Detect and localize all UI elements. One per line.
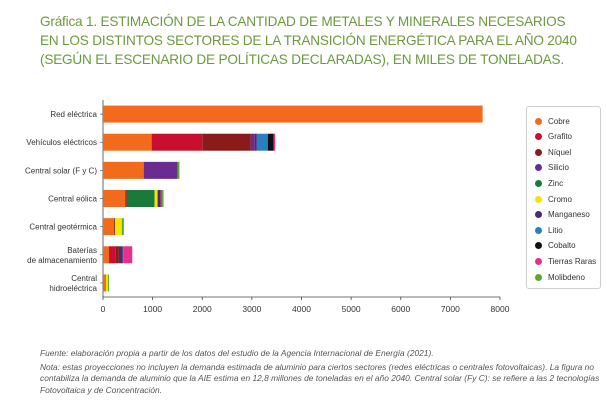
legend-label: Silicio bbox=[548, 163, 569, 173]
bar-segment bbox=[267, 133, 274, 151]
legend-swatch bbox=[535, 179, 542, 187]
category-label: Baterías bbox=[67, 246, 97, 255]
legend-swatch bbox=[535, 133, 542, 141]
legend-label: Cromo bbox=[548, 194, 573, 204]
category-label: Red eléctrica bbox=[50, 110, 97, 119]
legend-item: Níquel bbox=[535, 146, 571, 158]
bar-segment bbox=[177, 161, 180, 179]
legend-swatch bbox=[535, 211, 542, 219]
legend-label: Grafito bbox=[548, 132, 573, 142]
bar-segment bbox=[157, 190, 161, 207]
bar-segment bbox=[125, 190, 127, 207]
bar-segment bbox=[160, 190, 163, 207]
category-label: Central bbox=[71, 274, 97, 283]
legend-item: Litio bbox=[535, 224, 563, 236]
legend-label: Litio bbox=[548, 225, 563, 235]
legend-item: Cobre bbox=[535, 115, 570, 127]
x-tick-label: 2000 bbox=[193, 304, 212, 314]
footer-source: Fuente: elaboración propia a partir de l… bbox=[40, 348, 434, 358]
x-tick-label: 7000 bbox=[441, 304, 460, 314]
category-label: Central solar (F y C) bbox=[25, 166, 97, 175]
legend-swatch bbox=[535, 195, 542, 203]
bar-segment bbox=[273, 133, 276, 151]
legend-item: Manganeso bbox=[535, 209, 590, 221]
category-label: Central eólica bbox=[48, 195, 97, 204]
bar-segment bbox=[154, 190, 158, 207]
category-label: Vehículos eléctricos bbox=[26, 138, 97, 147]
bar-segment bbox=[103, 190, 126, 207]
legend-swatch bbox=[535, 117, 542, 125]
x-tick-label: 6000 bbox=[391, 304, 410, 314]
bar-segment bbox=[113, 218, 115, 236]
bar-segment bbox=[254, 133, 257, 151]
bar-segment bbox=[121, 218, 124, 236]
bar-segment bbox=[115, 246, 119, 264]
legend-item: Cromo bbox=[535, 193, 572, 205]
title-text-1: ESTIMACIÓN DE LA CANTIDAD DE METALES Y M… bbox=[100, 14, 566, 29]
bar-segment bbox=[151, 133, 203, 151]
chart-title: Gráfica 1. ESTIMACIÓN DE LA CANTIDAD DE … bbox=[40, 12, 600, 69]
legend-swatch bbox=[535, 164, 542, 172]
bar-segment bbox=[103, 133, 152, 151]
bar-segment bbox=[123, 246, 133, 264]
legend-item: Zinc bbox=[535, 177, 563, 189]
bar-segment bbox=[103, 161, 144, 179]
x-tick-label: 5000 bbox=[342, 304, 361, 314]
bar-segment bbox=[250, 133, 255, 151]
category-label: hidroeléctrica bbox=[49, 284, 97, 293]
legend-swatch bbox=[535, 273, 542, 281]
category-label: de almacenamiento bbox=[27, 256, 97, 265]
legend-label: Níquel bbox=[548, 147, 572, 157]
legend-item: Molibdeno bbox=[535, 271, 585, 283]
footer-note: Nota: estas proyecciones no incluyen la … bbox=[40, 362, 600, 395]
legend-swatch bbox=[535, 242, 542, 250]
legend-item: Tierras Raras bbox=[535, 255, 596, 267]
legend-label: Cobalto bbox=[548, 241, 576, 251]
bar-segment bbox=[122, 246, 124, 264]
legend-item: Grafito bbox=[535, 131, 572, 143]
legend-item: Cobalto bbox=[535, 240, 576, 252]
bar-segment bbox=[108, 246, 116, 264]
bar-segment bbox=[105, 274, 108, 292]
x-tick-label: 8000 bbox=[491, 304, 510, 314]
bar-segment bbox=[103, 246, 109, 264]
legend-label: Manganeso bbox=[548, 210, 590, 220]
legend-label: Cobre bbox=[548, 116, 570, 126]
title-line-3: (SEGÚN EL ESCENARIO DE POLÍTICAS DECLARA… bbox=[40, 52, 564, 67]
legend-swatch bbox=[535, 257, 542, 265]
bar-segment bbox=[143, 161, 178, 179]
bar-segment bbox=[162, 190, 164, 207]
x-tick-label: 0 bbox=[101, 304, 106, 314]
bar-segment bbox=[256, 133, 268, 151]
bar-segment bbox=[114, 218, 122, 236]
legend-label: Molibdeno bbox=[548, 272, 585, 282]
x-tick-label: 3000 bbox=[242, 304, 261, 314]
title-line-1: Gráfica 1. ESTIMACIÓN DE LA CANTIDAD DE … bbox=[40, 12, 600, 31]
legend-label: Zinc bbox=[548, 178, 564, 188]
bar-segment bbox=[107, 274, 109, 292]
legend-label: Tierras Raras bbox=[548, 256, 597, 266]
title-line-2: EN LOS DISTINTOS SECTORES DE LA TRANSICI… bbox=[40, 33, 577, 48]
bar-segment bbox=[103, 105, 483, 123]
bar-segment bbox=[202, 133, 251, 151]
title-prefix: Gráfica 1. bbox=[40, 14, 97, 29]
x-tick-label: 4000 bbox=[292, 304, 311, 314]
bar-segment bbox=[126, 190, 155, 207]
legend-swatch bbox=[535, 148, 542, 156]
legend: Cobre Grafito Níquel Silicio Zinc Cromo Mangan… bbox=[526, 106, 601, 289]
footer: Fuente: elaboración propia a partir de l… bbox=[40, 348, 600, 399]
x-tick-label: 1000 bbox=[143, 304, 162, 314]
bar-segment bbox=[103, 274, 106, 292]
bar-segment bbox=[103, 218, 114, 236]
category-label: Central geotérmica bbox=[29, 223, 97, 232]
legend-swatch bbox=[535, 226, 542, 234]
legend-item: Silicio bbox=[535, 162, 569, 174]
bar-segment bbox=[118, 246, 123, 264]
